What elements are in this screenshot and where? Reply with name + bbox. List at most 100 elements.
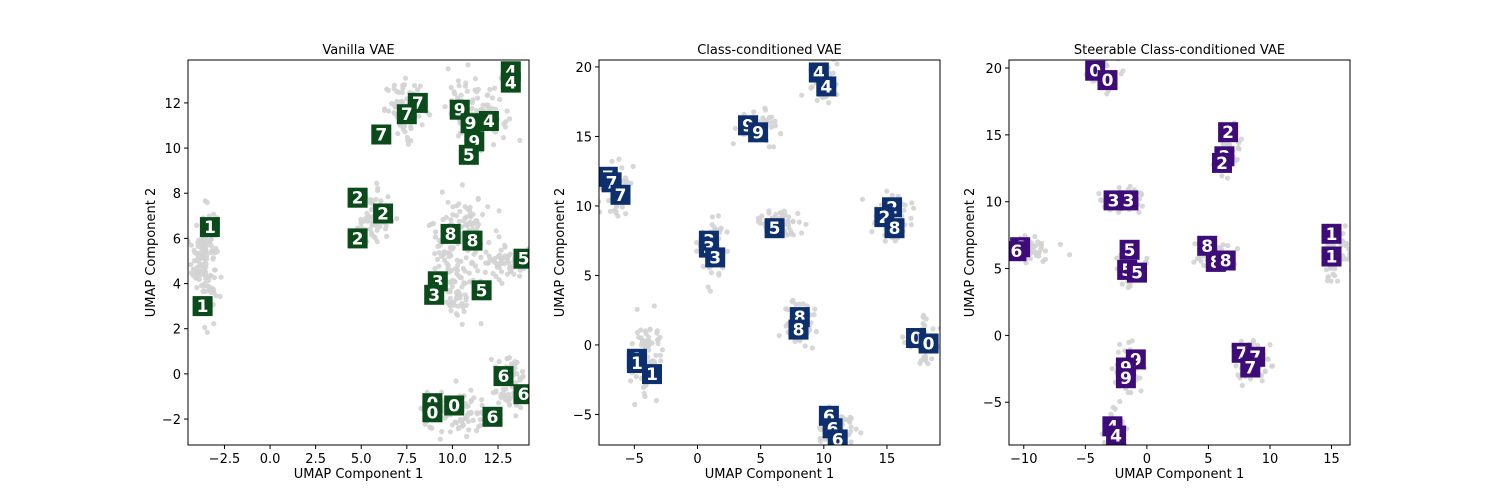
digit-thumbnail: 1 [1321,246,1342,268]
digit-thumbnail: 4 [1106,425,1127,445]
umap-point [455,78,461,84]
umap-point [781,213,787,219]
umap-point [1104,91,1110,97]
umap-point [206,284,212,290]
digit-thumbnail: 2 [347,228,368,249]
umap-point [783,323,789,329]
umap-point [422,421,428,427]
umap-point [459,321,465,327]
thumbnail-digit: 7 [1244,359,1256,379]
y-axis-label: UMAP Component 2 [144,188,159,317]
umap-point [630,163,636,169]
thumbnail-digit: 7 [401,105,413,125]
umap-point [500,135,507,141]
umap-point [1119,281,1125,287]
umap-point [1038,246,1044,252]
umap-point [400,126,406,132]
umap-point [512,365,518,371]
y-tick-label: 4 [173,278,181,293]
umap-point [457,291,463,297]
thumbnail-digit: 5 [769,219,781,239]
digit-thumbnail: 5 [1119,239,1140,261]
digit-thumbnail: 7 [371,124,392,146]
umap-point [646,334,652,340]
umap-point [1239,382,1245,388]
umap-point [430,220,437,227]
digit-thumbnail: 3 [705,247,726,268]
thumbnail-bg [1097,70,1118,91]
thumbnail-bg [1009,241,1027,262]
umap-point [826,100,832,106]
umap-point [367,199,373,205]
umap-point [800,301,806,307]
y-tick-label: 8 [173,187,181,202]
thumbnail-bg [458,144,479,165]
umap-point [396,99,402,105]
umap-point [391,82,397,88]
axes-frame [1008,59,1351,446]
thumbnail-bg [444,395,465,416]
umap-point [458,258,464,264]
umap-point [511,271,517,277]
umap-point [908,215,914,221]
umap-point [715,213,722,219]
umap-point [776,333,782,339]
umap-point [372,235,378,241]
umap-point [606,198,612,204]
umap-point [369,222,375,228]
umap-point [760,115,766,121]
umap-point [466,427,472,433]
umap-point [923,358,929,364]
umap-point [766,114,773,121]
umap-point [1224,175,1231,181]
x-tick-label: −10 [1010,452,1037,467]
umap-point [426,222,432,229]
umap-point [442,104,448,110]
y-tick-label: 5 [994,263,1002,278]
umap-point [803,221,809,227]
umap-point [473,428,480,434]
umap-point [191,258,197,264]
umap-point [398,122,404,129]
umap-point [479,397,485,403]
thumbnail-digit: 1 [631,354,643,374]
umap-point [1108,452,1113,457]
y-tick-label: 10 [164,142,181,157]
umap-point [882,238,888,244]
y-tick-label: 2 [173,323,181,338]
plot-area: 447779949522218853351660006 [188,61,529,442]
umap-point [496,400,502,406]
umap-point [1117,341,1123,347]
y-axis-label: UMAP Component 2 [963,188,978,317]
y-tick-label: −5 [573,408,592,423]
umap-point [202,288,208,294]
umap-point [206,277,212,283]
umap-point [504,271,510,277]
thumbnail-bg [478,111,499,131]
digit-thumbnail: 2 [1212,152,1232,174]
umap-point [408,125,414,132]
umap-point [402,75,409,81]
umap-point [1247,376,1254,382]
umap-point [475,95,481,101]
umap-point [196,237,202,243]
panel-2: 449977752283338811100666−5051015−5051015… [553,43,941,482]
umap-point [385,108,392,114]
digit-thumbnail: 6 [1009,241,1027,262]
umap-point [469,100,475,106]
umap-point [724,229,730,235]
umap-point [937,325,940,331]
umap-point [202,324,208,331]
thumbnail-digit: 2 [352,229,364,249]
umap-point [1023,260,1029,266]
umap-point [615,213,621,219]
thumbnail-digit: 6 [487,408,499,428]
umap-point [447,251,453,257]
umap-point [450,204,456,210]
y-tick-label: 0 [584,339,592,354]
umap-point [434,256,441,263]
umap-point [922,354,928,360]
thumbnail-bg [1321,223,1342,244]
y-tick-label: 0 [173,368,181,383]
umap-point [478,254,484,260]
